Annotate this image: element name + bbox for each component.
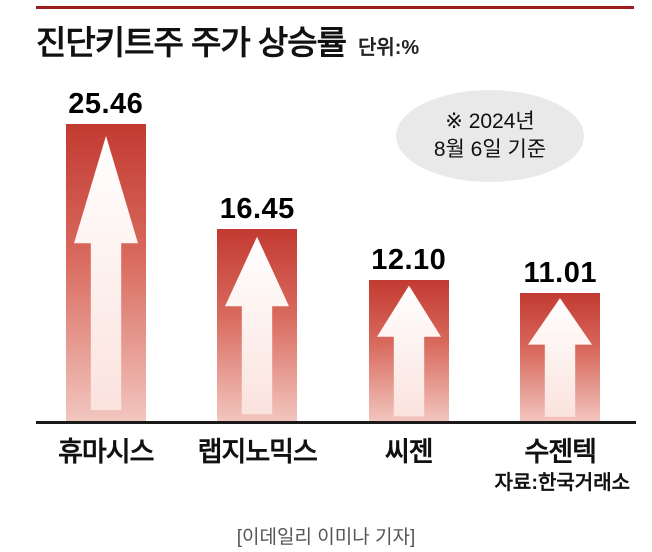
chart-title: 진단키트주 주가 상승률 [36,24,347,61]
category-label: 휴마시스 [58,437,154,467]
unit-label: 단위:% [357,37,420,59]
source-label: 자료:한국거래소 [494,472,630,494]
x-axis-line [36,421,636,424]
bar-chart-area: 25.46 16.45 12.10 11.01 [30,84,636,422]
bar-column: 11.01 [485,84,637,422]
bar-column: 25.46 [30,84,182,422]
category-label-row: 휴마시스 랩지노믹스 씨젠 수젠텍 [30,430,636,469]
top-divider [36,6,634,9]
up-arrow-icon [528,298,593,417]
category-label: 수젠텍 [524,437,597,467]
up-arrow-icon [225,236,290,415]
up-arrow-icon [73,135,138,411]
bar-value-label: 25.46 [68,88,144,120]
up-arrow-icon [376,285,441,417]
bar-value-label: 11.01 [523,257,597,289]
category-label: 씨젠 [384,437,434,467]
bar-수젠텍 [520,293,601,422]
caption: [이데일리 이미나 기자] [236,527,416,548]
bar-column: 12.10 [333,84,485,422]
bar-value-label: 12.10 [371,244,447,276]
bar-휴마시스 [65,124,146,422]
date-note-line2: 8월 6일 기준 [433,138,547,161]
bar-씨젠 [368,280,449,422]
bar-value-label: 16.45 [219,193,295,225]
date-note-line1: ※ 2024년 [445,109,535,133]
bar-랩지노믹스 [217,229,298,422]
chart-header: 진단키트주 주가 상승률 단위:% [36,16,419,64]
category-label: 랩지노믹스 [197,437,318,467]
date-note-badge: ※ 2024년 8월 6일 기준 [396,90,584,182]
bar-column: 16.45 [182,84,334,422]
